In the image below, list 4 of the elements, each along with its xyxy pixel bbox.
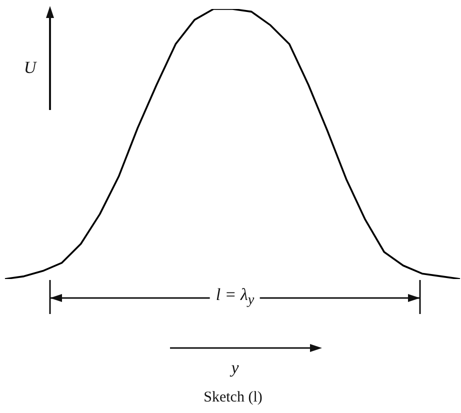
text: l = λ$_{y}$ <box>210 284 260 310</box>
text: Sketch (l) <box>204 390 262 406</box>
y-axis-title: U <box>24 58 36 78</box>
x-axis-title: y <box>231 358 239 378</box>
